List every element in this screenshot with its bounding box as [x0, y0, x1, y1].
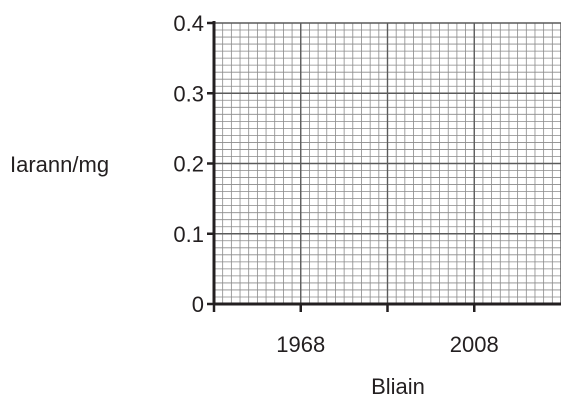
- x-axis-label: Bliain: [371, 374, 425, 399]
- x-tick-label: 1968: [276, 332, 325, 357]
- y-tick-label: 0: [192, 292, 204, 317]
- y-tick-label: 0.4: [173, 11, 204, 36]
- tick-labels: 0 0.1 0.2 0.3 0.4 1968 2008: [173, 11, 498, 357]
- y-tick-label: 0.1: [173, 222, 204, 247]
- x-tick-label: 2008: [450, 332, 499, 357]
- y-tick-label: 0.3: [173, 81, 204, 106]
- y-tick-label: 0.2: [173, 152, 204, 177]
- y-axis-label: Iarann/mg: [10, 152, 109, 177]
